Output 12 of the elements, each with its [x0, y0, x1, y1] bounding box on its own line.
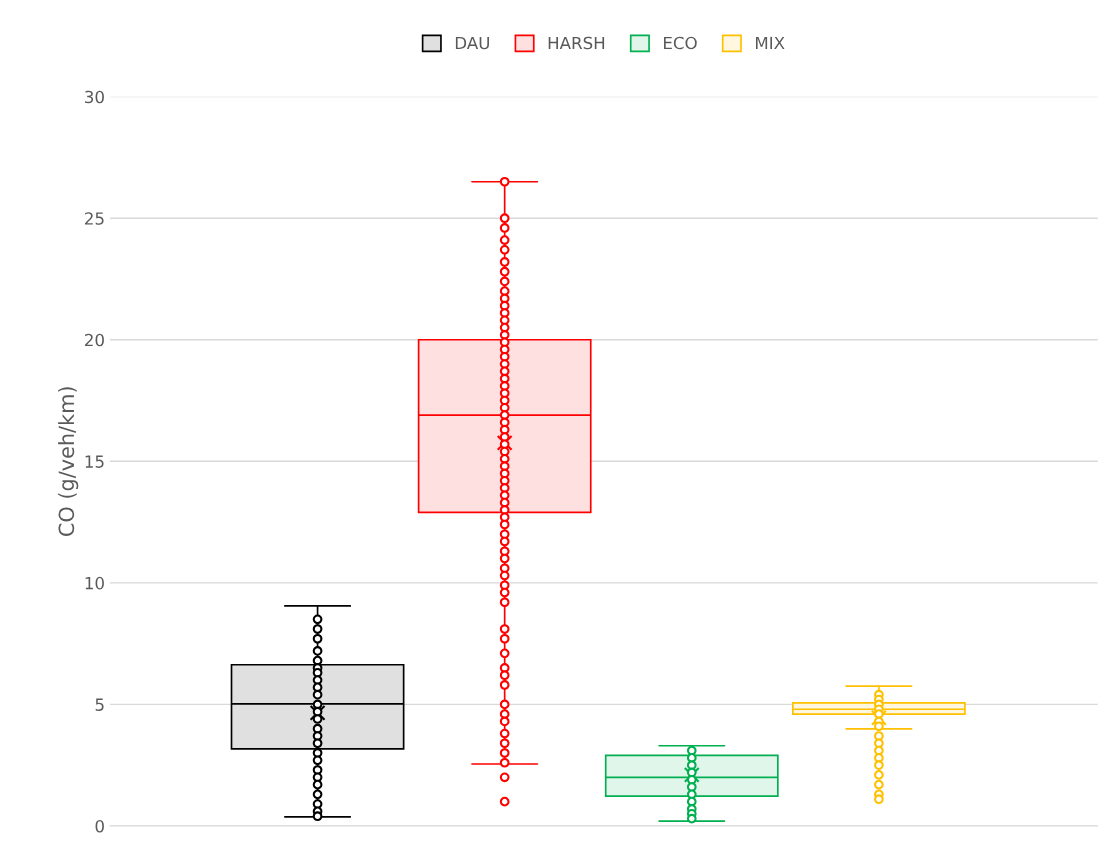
- y-tick-label: 20: [85, 333, 104, 347]
- y-tick-label: 0: [95, 819, 104, 833]
- y-tick-label: 15: [85, 455, 104, 468]
- y-tick-label: 5: [95, 698, 104, 711]
- y-axis-title: CO (g/veh/km): [58, 387, 79, 537]
- legend-label: MIX: [755, 36, 785, 50]
- y-tick-label: 30: [85, 90, 104, 104]
- legend-label: ECO: [664, 36, 697, 50]
- y-tick-label: 10: [85, 576, 104, 590]
- y-tick-label: 25: [85, 212, 104, 225]
- legend-label: HARSH: [548, 36, 605, 50]
- legend-label: DAU: [455, 36, 489, 50]
